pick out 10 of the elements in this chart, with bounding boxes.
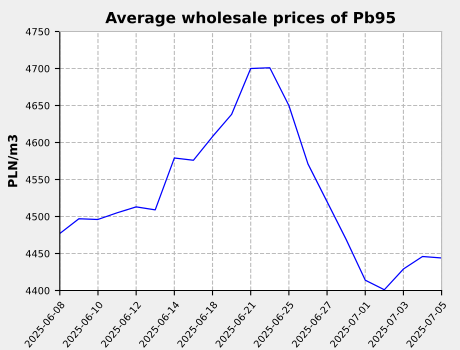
chart-title: Average wholesale prices of Pb95 (105, 12, 396, 26)
y-tick-label: 4600 (26, 138, 50, 146)
y-tick-label: 4550 (26, 176, 50, 184)
y-tick-label: 4450 (26, 250, 50, 258)
y-tick-label: 4500 (26, 212, 50, 220)
y-tick-label: 4750 (26, 28, 50, 36)
y-tick-label: 4400 (26, 286, 50, 294)
y-axis-title: PLN/m3 (8, 135, 18, 187)
y-tick-label: 4650 (26, 102, 50, 110)
y-tick-label: 4700 (26, 64, 50, 72)
